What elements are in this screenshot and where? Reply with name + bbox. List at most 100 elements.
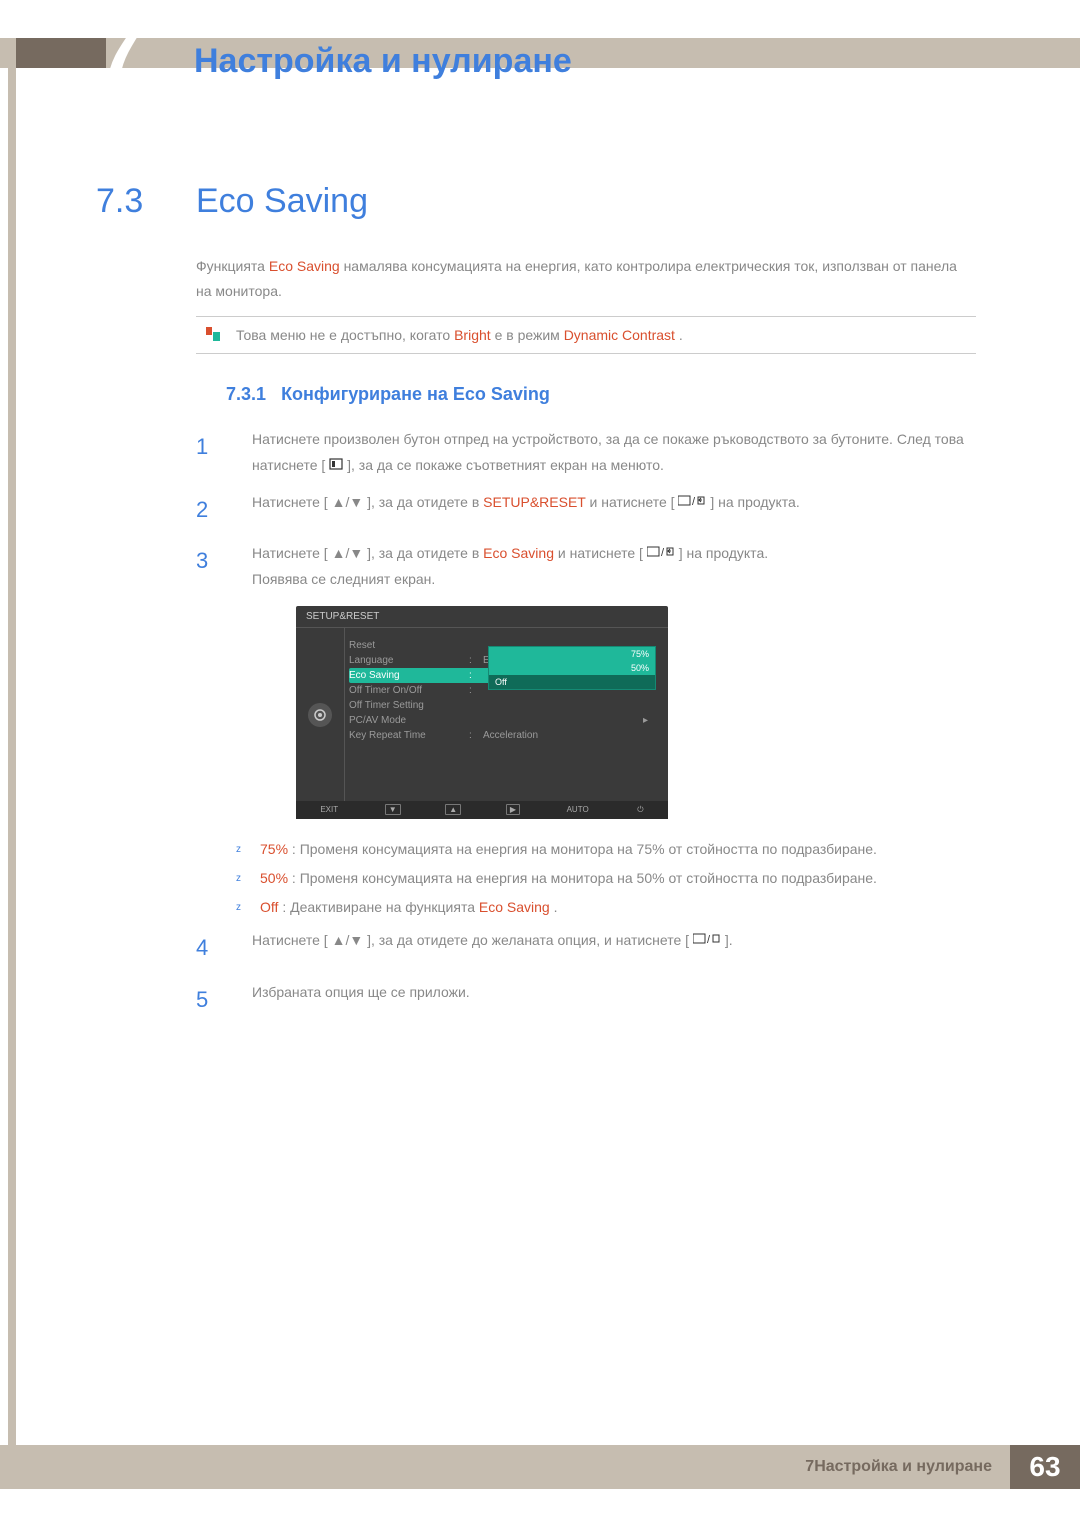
page-number: 63 (1010, 1445, 1080, 1489)
section-number: 7.3 (96, 182, 143, 221)
osd-pcav-label: PC/AV Mode (349, 715, 469, 726)
osd-nav-down-icon: ▼ (385, 804, 401, 815)
bullet-off: z Off : Деактивиране на функцията Eco Sa… (236, 895, 976, 920)
svg-text:/: / (692, 496, 696, 507)
step-2-d: ] на продукта. (710, 494, 799, 510)
step-3-body: Натиснете [ ▲/▼ ], за да отидете в Eco S… (252, 541, 976, 591)
step-3: 3 Натиснете [ ▲/▼ ], за да отидете в Eco… (196, 541, 976, 591)
step-2-setupreset: SETUP&RESET (483, 494, 585, 510)
bullet-50-label: 50% (260, 870, 288, 886)
footer-text: 7 Настройка и нулиране (0, 1445, 1010, 1489)
gear-icon (308, 703, 332, 727)
step-2-body: Натиснете [ ▲/▼ ], за да отидете в SETUP… (252, 490, 976, 530)
osd-opt-75: 75% (489, 647, 655, 661)
intro-eco-saving: Eco Saving (269, 258, 340, 274)
section-title: Eco Saving (196, 182, 368, 221)
osd-language-label: Language (349, 655, 469, 666)
note-icon (204, 325, 222, 343)
note-prefix: Това меню не е достъпно, когато (236, 327, 454, 343)
footer-title: Настройка и нулиране (814, 1458, 992, 1476)
step-4-body: Натиснете [ ▲/▼ ], за да отидете до жела… (252, 928, 976, 968)
up-down-icon-2: ▲/▼ (332, 545, 364, 561)
bullet-off-text-a: : Деактивиране на функцията (282, 899, 479, 915)
up-down-icon-3: ▲/▼ (332, 932, 364, 948)
step-3-b: ], за да отидете в (367, 545, 483, 561)
subsection-title: 7.3.1 Конфигуриране на Eco Saving (226, 384, 976, 405)
bullet-75-label: 75% (260, 841, 288, 857)
step-5-body: Избраната опция ще се приложи. (252, 980, 976, 1020)
step-4-c: ]. (725, 932, 733, 948)
osd-title: SETUP&RESET (296, 606, 668, 628)
note-bright: Bright (454, 327, 491, 343)
up-down-icon: ▲/▼ (332, 494, 364, 510)
bullet-list: z 75% : Променя консумацията на енергия … (236, 837, 976, 921)
osd-dropdown: 75% 50% Off (488, 646, 656, 690)
note-mid: е в режим (495, 327, 564, 343)
step-2-num: 2 (196, 490, 252, 530)
osd-row-keyrepeat: Key Repeat Time : Acceleration (349, 728, 656, 743)
osd-panel: SETUP&RESET Reset Language : English (296, 606, 668, 819)
note-dynamic: Dynamic Contrast (564, 327, 675, 343)
step-2-c: и натиснете [ (590, 494, 675, 510)
content-area: Функцията Eco Saving намалява консумация… (196, 254, 976, 1031)
step-1-b: ], за да се покаже съответният екран на … (347, 457, 664, 473)
header-dark-block (8, 38, 106, 68)
svg-text:/: / (661, 547, 665, 558)
osd-offtimer-setting-label: Off Timer Setting (349, 700, 469, 711)
step-2-a: Натиснете [ (252, 494, 328, 510)
osd-nav-right-icon: ▶ (506, 804, 520, 815)
bullet-mark: z (236, 866, 260, 891)
bullet-mark: z (236, 837, 260, 862)
intro-paragraph: Функцията Eco Saving намалява консумация… (196, 254, 976, 304)
step-2: 2 Натиснете [ ▲/▼ ], за да отидете в SET… (196, 490, 976, 530)
svg-text:/: / (707, 934, 711, 945)
enter-icon-2: / (647, 545, 679, 561)
step-4-a: Натиснете [ (252, 932, 328, 948)
step-3-e: Появява се следният екран. (252, 571, 435, 587)
osd-row-pcav: PC/AV Mode ▸ (349, 713, 656, 728)
bullet-75: z 75% : Променя консумацията на енергия … (236, 837, 976, 862)
osd-opt-off: Off (489, 675, 655, 689)
osd-icon-column (296, 628, 344, 803)
enter-icon-3: / (693, 932, 725, 948)
chapter-title: Настройка и нулиране (194, 42, 572, 81)
osd-keyrepeat-value: Acceleration (483, 730, 656, 741)
osd-nav-bar: EXIT ▼ ▲ ▶ AUTO ⏻ (296, 801, 668, 819)
chapter-number: 7 (96, 12, 143, 96)
footer-prefix: 7 (805, 1458, 814, 1476)
bullet-off-eco: Eco Saving (479, 899, 550, 915)
bullet-off-suffix: . (554, 899, 558, 915)
osd-nav-auto: AUTO (565, 805, 591, 814)
left-strip (8, 38, 16, 1489)
osd-offtimer-onoff-label: Off Timer On/Off (349, 685, 469, 696)
subsection-suffix: Eco Saving (453, 384, 550, 404)
bullet-75-text: : Променя консумацията на енергия на мон… (292, 841, 877, 857)
enter-icon: / (678, 494, 710, 510)
step-1-num: 1 (196, 427, 252, 477)
osd-eco-label: Eco Saving (349, 670, 469, 681)
osd-nav-up-icon: ▲ (445, 804, 461, 815)
bullet-50: z 50% : Променя консумацията на енергия … (236, 866, 976, 891)
subsection-prefix: Конфигуриране на (281, 384, 453, 404)
step-4-b: ], за да отидете до желаната опция, и на… (367, 932, 689, 948)
step-4: 4 Натиснете [ ▲/▼ ], за да отидете до же… (196, 928, 976, 968)
note-suffix: . (679, 327, 683, 343)
osd-opt-50: 50% (489, 661, 655, 675)
step-3-eco: Eco Saving (483, 545, 554, 561)
bullet-50-text: : Променя консумацията на енергия на мон… (292, 870, 877, 886)
osd-keyrepeat-label: Key Repeat Time (349, 730, 469, 741)
bullet-off-label: Off (260, 899, 278, 915)
step-2-b: ], за да отидете в (367, 494, 483, 510)
step-3-c: и натиснете [ (558, 545, 643, 561)
step-5-text: Избраната опция ще се приложи. (252, 984, 470, 1000)
step-5: 5 Избраната опция ще се приложи. (196, 980, 976, 1020)
osd-screenshot: SETUP&RESET Reset Language : English (296, 606, 976, 819)
step-3-a: Натиснете [ (252, 545, 328, 561)
osd-nav-power-icon: ⏻ (635, 805, 645, 815)
step-1-body: Натиснете произволен бутон отпред на уст… (252, 427, 976, 477)
subsection-number: 7.3.1 (226, 384, 266, 404)
step-3-d: ] на продукта. (679, 545, 768, 561)
step-3-num: 3 (196, 541, 252, 591)
note-box: Това меню не е достъпно, когато Bright е… (196, 316, 976, 354)
osd-nav-exit: EXIT (318, 805, 340, 814)
